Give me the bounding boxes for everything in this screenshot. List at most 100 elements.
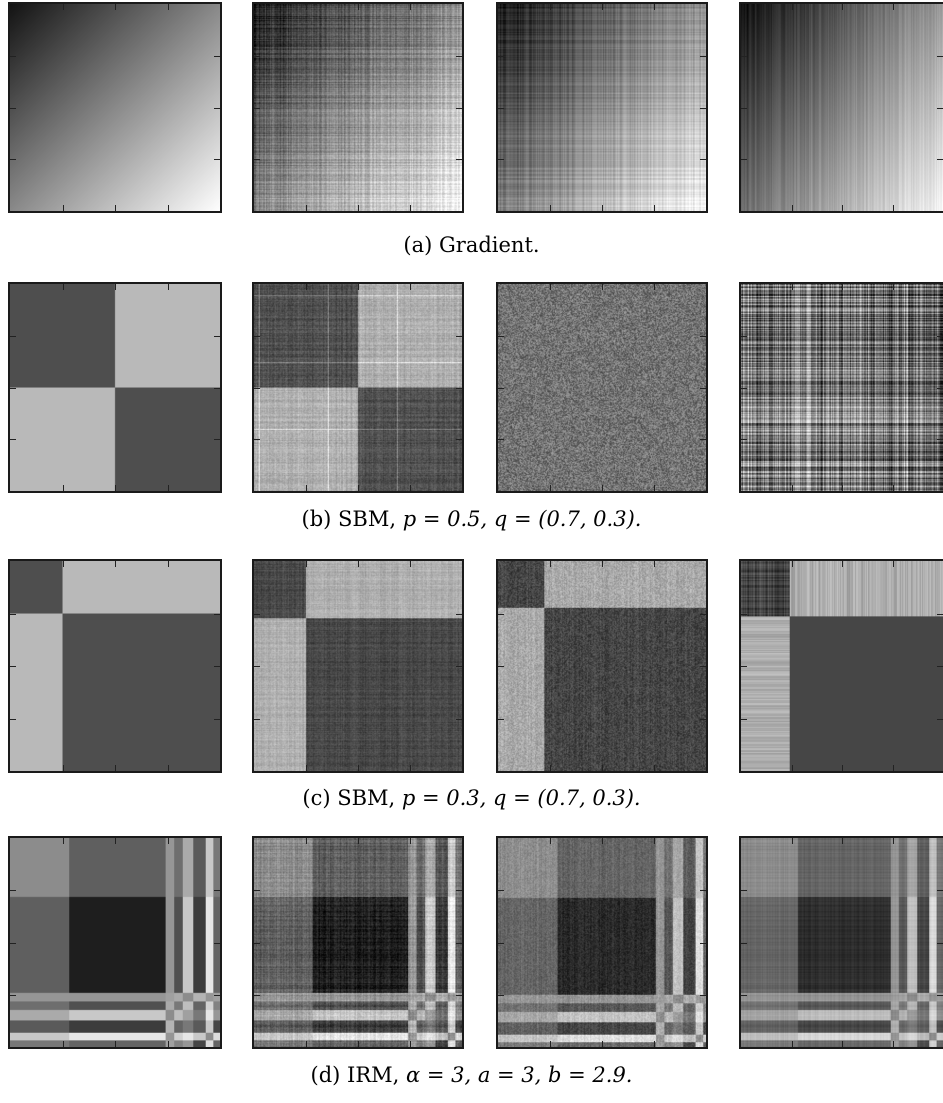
tick-mark	[410, 485, 411, 491]
tick-mark	[842, 284, 843, 290]
tick-mark	[62, 4, 64, 10]
tick-mark	[892, 485, 894, 491]
caption-d: (d) IRM, α = 3, a = 3, b = 2.9.	[0, 1062, 943, 1088]
tick-mark	[167, 284, 169, 290]
heatmap-panel-gradient-2	[252, 2, 464, 213]
tick-mark	[498, 666, 504, 667]
tick-mark	[115, 1041, 116, 1047]
tick-mark	[937, 107, 943, 109]
tick-mark	[254, 942, 260, 944]
tick-mark	[167, 838, 169, 844]
heatmap-panel-sbm_p03-1	[8, 559, 222, 773]
heatmap-panel-irm-4	[739, 836, 943, 1049]
tick-mark	[214, 666, 220, 667]
tick-mark	[410, 1041, 411, 1047]
tick-mark	[700, 439, 706, 441]
heatmap-image	[741, 284, 943, 491]
caption-c-text: SBM,	[337, 786, 402, 810]
tick-mark	[700, 994, 706, 996]
tick-mark	[306, 838, 307, 844]
caption-a: (a) Gradient.	[0, 232, 943, 258]
tick-mark	[10, 439, 16, 441]
tick-mark	[654, 838, 655, 844]
tick-mark	[741, 994, 747, 996]
tick-mark	[306, 1041, 307, 1047]
tick-mark	[62, 765, 64, 771]
tick-mark	[842, 4, 843, 10]
heatmap-panel-sbm_p05-3	[496, 282, 708, 493]
tick-mark	[602, 838, 603, 844]
caption-b-math: p = 0.5, q = (0.7, 0.3).	[402, 507, 642, 531]
tick-mark	[410, 838, 411, 844]
tick-mark	[602, 561, 603, 567]
tick-mark	[741, 439, 747, 441]
tick-mark	[115, 4, 116, 10]
tick-mark	[214, 387, 220, 389]
tick-mark	[937, 613, 943, 615]
heatmap-panel-sbm_p03-2	[252, 559, 464, 773]
caption-d-prefix: (d)	[310, 1063, 348, 1087]
tick-mark	[10, 890, 16, 892]
tick-mark	[214, 439, 220, 441]
tick-mark	[892, 561, 894, 567]
tick-mark	[550, 485, 551, 491]
tick-mark	[937, 890, 943, 892]
tick-mark	[410, 4, 411, 10]
tick-mark	[498, 335, 504, 337]
tick-mark	[550, 205, 551, 211]
tick-mark	[115, 561, 116, 567]
tick-mark	[892, 1041, 894, 1047]
tick-mark	[842, 1041, 843, 1047]
heatmap-image	[254, 4, 462, 211]
tick-mark	[741, 335, 747, 337]
tick-mark	[842, 838, 843, 844]
tick-mark	[254, 718, 260, 720]
caption-a-prefix: (a)	[403, 233, 440, 257]
tick-mark	[550, 284, 551, 290]
tick-mark	[115, 838, 116, 844]
tick-mark	[167, 1041, 169, 1047]
tick-mark	[167, 561, 169, 567]
tick-mark	[10, 55, 16, 57]
tick-mark	[306, 205, 307, 211]
tick-mark	[456, 55, 462, 57]
tick-mark	[700, 387, 706, 389]
tick-mark	[498, 994, 504, 996]
tick-mark	[456, 942, 462, 944]
tick-mark	[62, 284, 64, 290]
tick-mark	[62, 1041, 64, 1047]
tick-mark	[498, 387, 504, 389]
tick-mark	[937, 55, 943, 57]
tick-mark	[791, 765, 793, 771]
tick-mark	[358, 838, 359, 844]
heatmap-panel-irm-2	[252, 836, 464, 1049]
tick-mark	[10, 942, 16, 944]
tick-mark	[214, 890, 220, 892]
tick-mark	[892, 765, 894, 771]
heatmap-panel-irm-1	[8, 836, 222, 1049]
tick-mark	[410, 284, 411, 290]
heatmap-image	[498, 284, 706, 491]
tick-mark	[741, 890, 747, 892]
tick-mark	[498, 942, 504, 944]
tick-mark	[937, 439, 943, 441]
heatmap-image	[254, 561, 462, 771]
tick-mark	[937, 335, 943, 337]
tick-mark	[741, 387, 747, 389]
tick-mark	[741, 55, 747, 57]
tick-mark	[892, 284, 894, 290]
tick-mark	[550, 561, 551, 567]
tick-mark	[791, 1041, 793, 1047]
tick-mark	[602, 485, 603, 491]
tick-mark	[700, 335, 706, 337]
tick-mark	[10, 718, 16, 720]
tick-mark	[741, 159, 747, 161]
tick-mark	[254, 107, 260, 109]
heatmap-image	[10, 561, 220, 771]
tick-mark	[254, 387, 260, 389]
tick-mark	[254, 890, 260, 892]
tick-mark	[892, 4, 894, 10]
tick-mark	[214, 613, 220, 615]
tick-mark	[358, 205, 359, 211]
heatmap-image	[10, 838, 220, 1047]
